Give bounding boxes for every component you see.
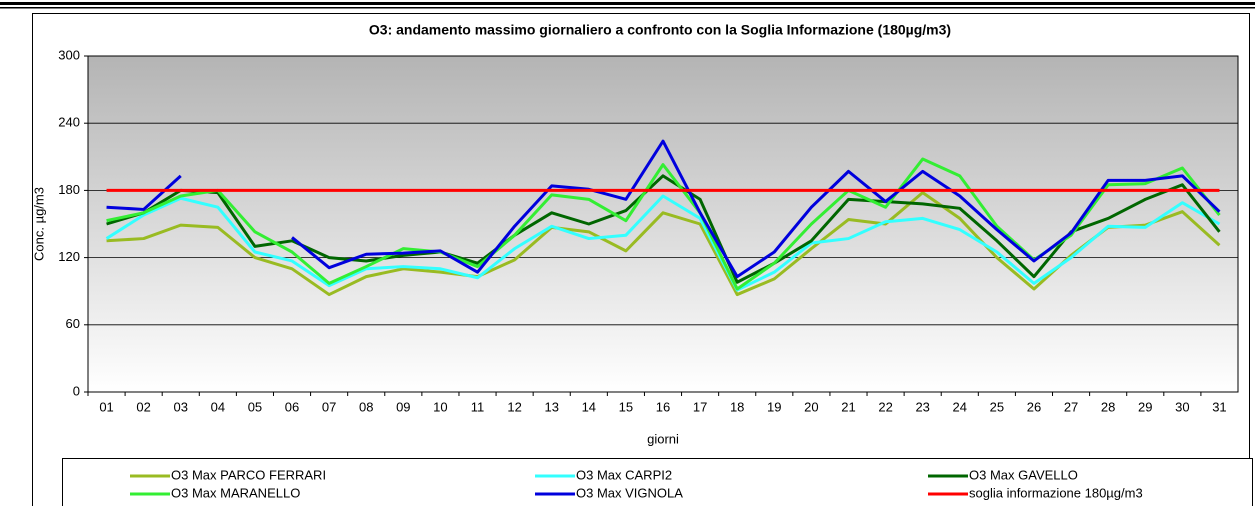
x-tick-label: 26 (1027, 399, 1041, 414)
y-tick-label: 60 (66, 316, 80, 331)
x-tick-label: 08 (359, 399, 373, 414)
x-tick-label: 13 (544, 399, 558, 414)
y-tick-label: 0 (73, 383, 80, 398)
x-tick-label: 02 (136, 399, 150, 414)
x-tick-label: 29 (1138, 399, 1152, 414)
x-tick-label: 25 (990, 399, 1004, 414)
legend-label: O3 Max VIGNOLA (576, 485, 683, 500)
legend-label: O3 Max PARCO FERRARI (171, 467, 326, 482)
chart-frame (32, 13, 1250, 506)
x-tick-label: 06 (285, 399, 299, 414)
series-line (106, 174, 182, 211)
series-line (105, 194, 1221, 292)
x-tick-label: 23 (915, 399, 929, 414)
y-tick-label: 120 (58, 249, 80, 264)
top-rule (0, 7, 1255, 9)
x-tick-label: 30 (1175, 399, 1189, 414)
legend-label: O3 Max CARPI2 (576, 467, 672, 482)
y-axis-label: Conc. µg/m3 (31, 187, 46, 261)
y-tick-label: 240 (58, 115, 80, 130)
chart-title: O3: andamento massimo giornaliero a conf… (369, 22, 951, 38)
x-tick-label: 19 (767, 399, 781, 414)
x-tick-label: 07 (322, 399, 336, 414)
x-tick-label: 03 (174, 399, 188, 414)
x-tick-label: 01 (99, 399, 113, 414)
x-tick-label: 15 (619, 399, 633, 414)
x-tick-label: 21 (841, 399, 855, 414)
series-line (106, 174, 1221, 284)
x-tick-label: 17 (693, 399, 707, 414)
x-tick-label: 12 (507, 399, 521, 414)
x-tick-label: 27 (1064, 399, 1078, 414)
legend-label: O3 Max MARANELLO (171, 485, 300, 500)
series-line (291, 139, 1221, 279)
series-line (106, 191, 1221, 297)
x-tick-label: 05 (248, 399, 262, 414)
x-tick-label: 04 (211, 399, 225, 414)
legend-label: soglia informazione 180µg/m3 (969, 485, 1143, 500)
legend-label: O3 Max GAVELLO (969, 467, 1078, 482)
x-tick-label: 09 (396, 399, 410, 414)
x-tick-label: 20 (804, 399, 818, 414)
x-tick-label: 16 (656, 399, 670, 414)
plot-area (87, 55, 1239, 393)
legend-box (62, 458, 1253, 506)
x-tick-label: 31 (1212, 399, 1226, 414)
x-tick-label: 22 (878, 399, 892, 414)
y-tick-label: 300 (58, 47, 80, 62)
x-tick-label: 28 (1101, 399, 1115, 414)
x-axis-label: giorni (647, 431, 679, 446)
x-tick-label: 11 (471, 399, 485, 414)
x-tick-label: 14 (582, 399, 596, 414)
x-tick-label: 10 (433, 399, 447, 414)
top-rule (0, 2, 1255, 5)
x-tick-label: 18 (730, 399, 744, 414)
x-tick-label: 24 (953, 399, 967, 414)
y-tick-label: 180 (58, 182, 80, 197)
